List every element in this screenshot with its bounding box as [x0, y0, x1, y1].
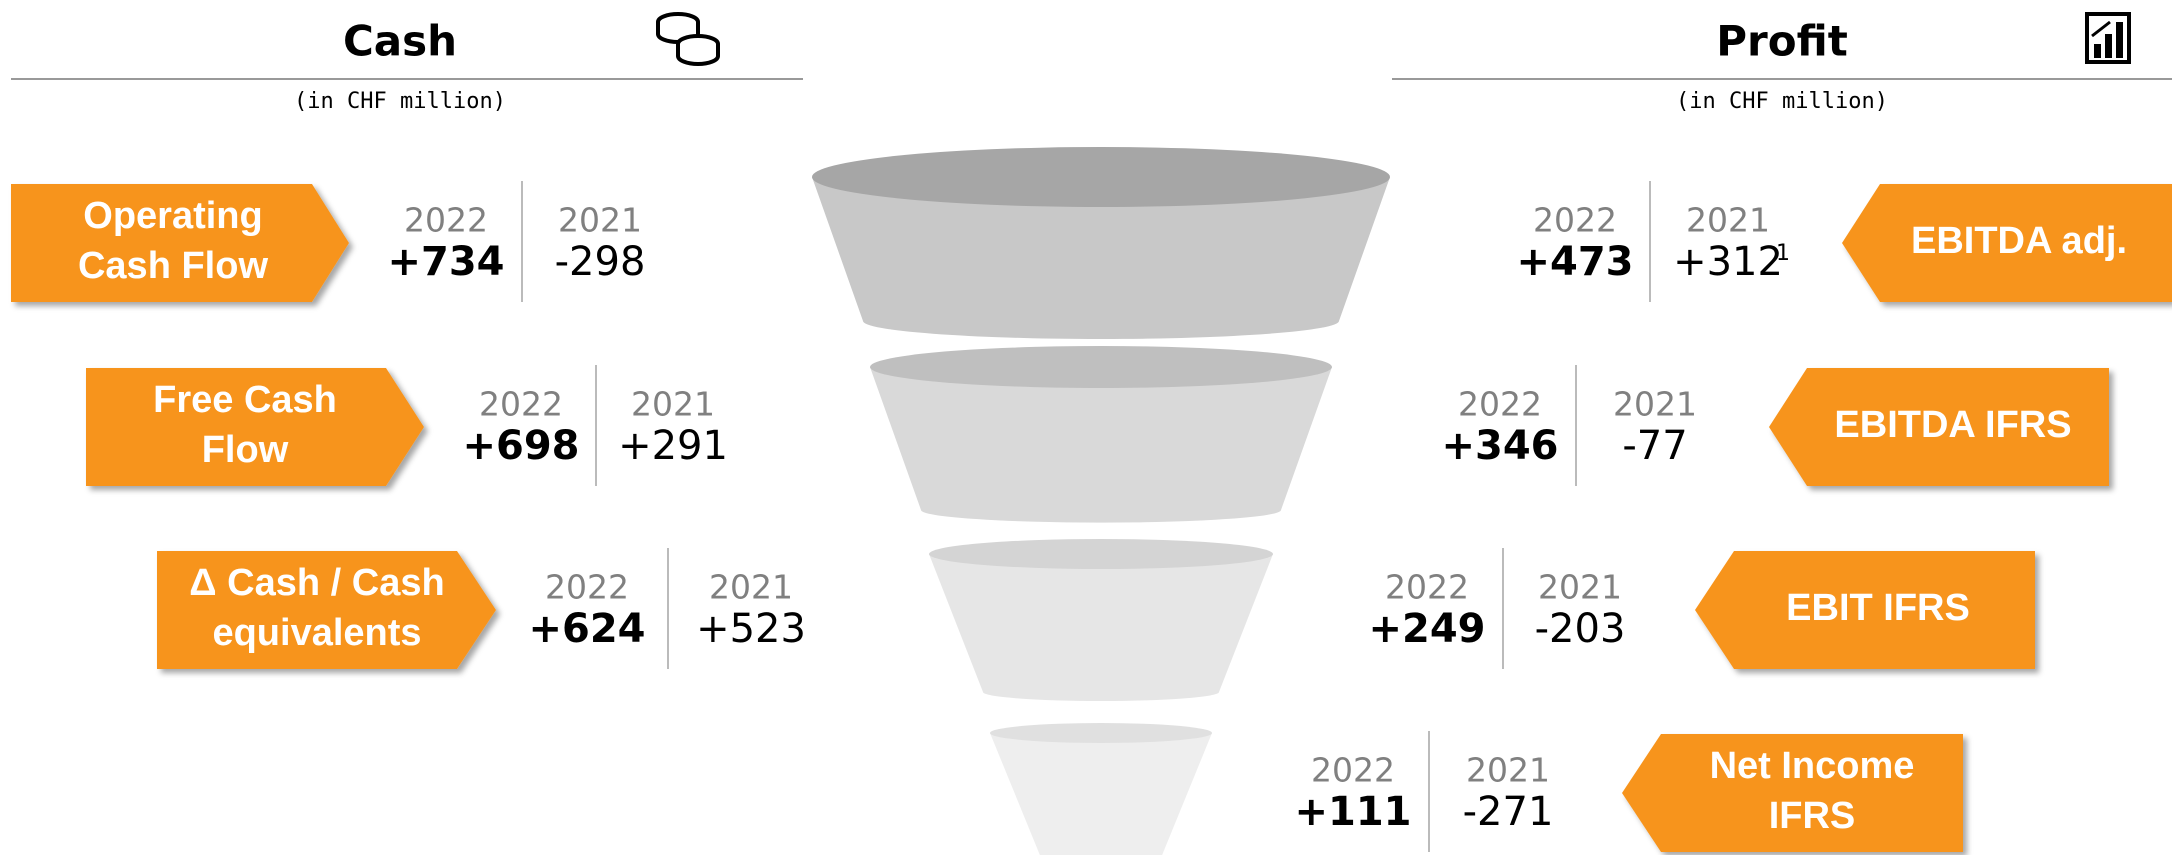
- funnel-segment: [990, 733, 1212, 859]
- funnel-top: [870, 346, 1332, 388]
- funnel: [812, 147, 1390, 859]
- item-label: Δ Cash / Cash: [189, 562, 444, 604]
- label-arrow: [1695, 551, 2035, 669]
- item-label: IFRS: [1769, 795, 1856, 837]
- year: 2021: [1538, 568, 1622, 607]
- year: 2022: [1311, 751, 1395, 790]
- value-previous: +523: [696, 606, 806, 652]
- item-label: equivalents: [212, 612, 421, 654]
- year: 2022: [1385, 568, 1469, 607]
- value-current: +346: [1441, 423, 1558, 469]
- year: 2022: [404, 201, 488, 240]
- item-label: Cash Flow: [78, 245, 268, 287]
- item-label: EBITDA adj.: [1911, 220, 2127, 262]
- label-arrow: [157, 551, 496, 669]
- year: 2021: [1466, 751, 1550, 790]
- year: 2021: [1613, 385, 1697, 424]
- year: 2022: [1533, 201, 1617, 240]
- year: 2022: [479, 385, 563, 424]
- funnel-segment: [929, 554, 1273, 701]
- item-label: Net Income: [1710, 745, 1915, 787]
- label-arrow: [1769, 368, 2109, 486]
- chart-icon: [2085, 12, 2131, 64]
- item-label: EBIT IFRS: [1786, 587, 1970, 629]
- label-arrow: [11, 184, 349, 302]
- item-label: Free Cash: [153, 379, 337, 421]
- value-current: +734: [387, 239, 504, 285]
- year: 2022: [1458, 385, 1542, 424]
- funnel-top: [929, 539, 1273, 569]
- cash-subtitle: (in CHF million): [294, 89, 506, 114]
- value-current: +698: [462, 423, 579, 469]
- year: 2021: [631, 385, 715, 424]
- value-current: +249: [1368, 606, 1485, 652]
- value-current: +624: [528, 606, 645, 652]
- item-label: Operating: [83, 195, 262, 237]
- value-current: +111: [1294, 789, 1411, 835]
- funnel-segment: [812, 177, 1390, 339]
- funnel-top: [812, 147, 1390, 207]
- cash-title: Cash: [343, 17, 457, 66]
- coins-icon: [656, 12, 720, 66]
- year: 2021: [558, 201, 642, 240]
- label-arrow: [86, 368, 424, 486]
- funnel-segment: [870, 367, 1332, 523]
- label-arrow: [1842, 184, 2172, 302]
- item-label: Flow: [202, 429, 289, 471]
- profit-subtitle: (in CHF million): [1676, 89, 1888, 114]
- year: 2022: [545, 568, 629, 607]
- year: 2021: [709, 568, 793, 607]
- value-previous: +291: [618, 423, 728, 469]
- profit-title: Profit: [1716, 17, 1848, 66]
- value-previous: -298: [555, 239, 646, 285]
- label-arrow: [1622, 734, 1963, 852]
- footnote: 1: [1776, 241, 1790, 266]
- value-current: +473: [1516, 239, 1633, 285]
- value-previous: +312: [1673, 239, 1783, 285]
- value-previous: -77: [1622, 423, 1687, 469]
- value-previous: -271: [1463, 789, 1554, 835]
- value-previous: -203: [1535, 606, 1626, 652]
- funnel-top: [990, 723, 1212, 743]
- item-label: EBITDA IFRS: [1834, 404, 2071, 446]
- year: 2021: [1686, 201, 1770, 240]
